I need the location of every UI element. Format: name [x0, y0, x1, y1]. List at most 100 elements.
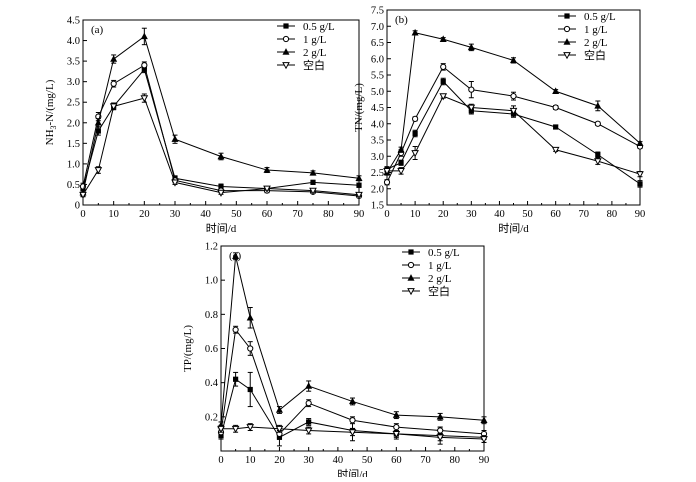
x-tick-label: 50 [231, 209, 242, 220]
legend-marker [282, 62, 290, 70]
legend-marker [407, 274, 415, 281]
x-axis-label: 时间/d [337, 468, 368, 477]
y-tick-label: 1.5 [67, 139, 80, 150]
y-tick-label: 0 [75, 201, 80, 212]
legend-label: 1 g/L [584, 24, 608, 36]
y-tick-label: 0.2 [205, 412, 218, 423]
series-triangle-down [217, 423, 488, 444]
legend-label: 空白 [303, 58, 325, 72]
data-point [480, 416, 488, 423]
data-point [217, 189, 225, 197]
data-point [411, 150, 419, 158]
legend-label: 2 g/L [428, 273, 452, 285]
y-tick-label: 2.0 [67, 118, 80, 129]
data-point [232, 326, 239, 333]
data-point [398, 160, 404, 166]
legend-label: 0.5 g/L [428, 247, 460, 259]
data-point [439, 35, 447, 42]
y-tick-label: 3.5 [371, 136, 384, 147]
data-point [94, 118, 102, 126]
y-tick-label: 1.2 [205, 242, 218, 253]
data-point [552, 87, 560, 94]
y-tick-label: 7.0 [371, 22, 384, 33]
x-tick-label: 40 [494, 209, 505, 220]
legend-marker [282, 48, 290, 55]
data-point [439, 93, 448, 101]
x-tick-label: 30 [466, 209, 477, 220]
data-point [594, 120, 601, 127]
chart-panel-3: 0 10 20 30 40 50 60 70 80 90 0.2 0.4 0.6 0.8 1.0 1.2 时间/… [182, 242, 490, 482]
x-tick-label: 0 [218, 455, 223, 466]
legend-marker [407, 288, 415, 296]
x-tick-label: 70 [420, 455, 431, 466]
series-circle [217, 325, 488, 438]
x-tick-label: 30 [170, 209, 181, 220]
legend-marker [408, 249, 414, 255]
series-triangle-down [79, 93, 363, 199]
data-point [217, 425, 225, 434]
legend-marker [563, 38, 571, 45]
data-point [440, 63, 447, 70]
x-tick-label: 90 [635, 209, 646, 220]
data-point [349, 417, 356, 424]
x-tick-label: 20 [274, 455, 285, 466]
legend-marker [282, 35, 290, 43]
data-point [383, 179, 391, 186]
y-tick-label: 2.5 [67, 98, 80, 109]
data-point [246, 424, 255, 432]
y-axis-label: TP/(mg/L) [182, 325, 194, 372]
legend-label: 1 g/L [303, 34, 327, 46]
data-point [171, 135, 179, 142]
x-tick-label: 70 [292, 209, 303, 220]
data-point [480, 436, 488, 444]
legend-label: 空白 [584, 48, 606, 62]
data-point [383, 167, 391, 176]
y-tick-label: 0.4 [205, 378, 219, 389]
data-point [140, 32, 148, 40]
data-point [509, 56, 518, 64]
data-point [551, 146, 560, 155]
x-tick-label: 90 [479, 455, 490, 466]
data-point [355, 174, 363, 181]
x-tick-label: 0 [80, 209, 85, 220]
x-tick-label: 30 [303, 455, 314, 466]
data-point [467, 104, 476, 112]
data-point [412, 115, 419, 122]
data-point [232, 252, 240, 259]
legend-marker [407, 261, 415, 269]
data-point [397, 167, 405, 176]
data-point [552, 104, 559, 111]
y-tick-label: 2.0 [371, 184, 384, 195]
data-point [217, 152, 225, 160]
x-tick-label: 80 [323, 209, 334, 220]
y-tick-label: 6.0 [371, 54, 384, 65]
y-tick-label: 4.0 [371, 119, 384, 130]
data-point [141, 62, 148, 69]
data-point [411, 28, 419, 36]
data-point [95, 128, 101, 134]
y-tick-label: 0.8 [205, 310, 218, 321]
y-tick-label: 3.5 [67, 57, 80, 68]
data-point [636, 139, 644, 146]
data-point [246, 313, 254, 321]
data-point [247, 345, 254, 352]
data-point [397, 145, 405, 153]
data-point [468, 86, 475, 93]
x-tick-label: 10 [108, 209, 119, 220]
panel-label: (b) [395, 14, 408, 26]
legend-marker [564, 13, 570, 19]
data-point [79, 191, 87, 199]
y-tick-label: 3.0 [67, 77, 80, 88]
legend: 0.5 g/L1 g/L2 g/L空白 [402, 247, 460, 298]
y-tick-label: 1.0 [67, 159, 80, 170]
data-point [348, 429, 357, 437]
x-axis-label: 时间/d [498, 222, 529, 235]
x-tick-label: 60 [391, 455, 402, 466]
y-tick-label: 3.0 [371, 152, 384, 163]
series-line [82, 97, 360, 196]
y-tick-label: 1.5 [371, 201, 384, 212]
data-point [467, 43, 475, 51]
data-point [355, 191, 363, 199]
data-point [553, 124, 559, 130]
data-point [310, 179, 316, 185]
